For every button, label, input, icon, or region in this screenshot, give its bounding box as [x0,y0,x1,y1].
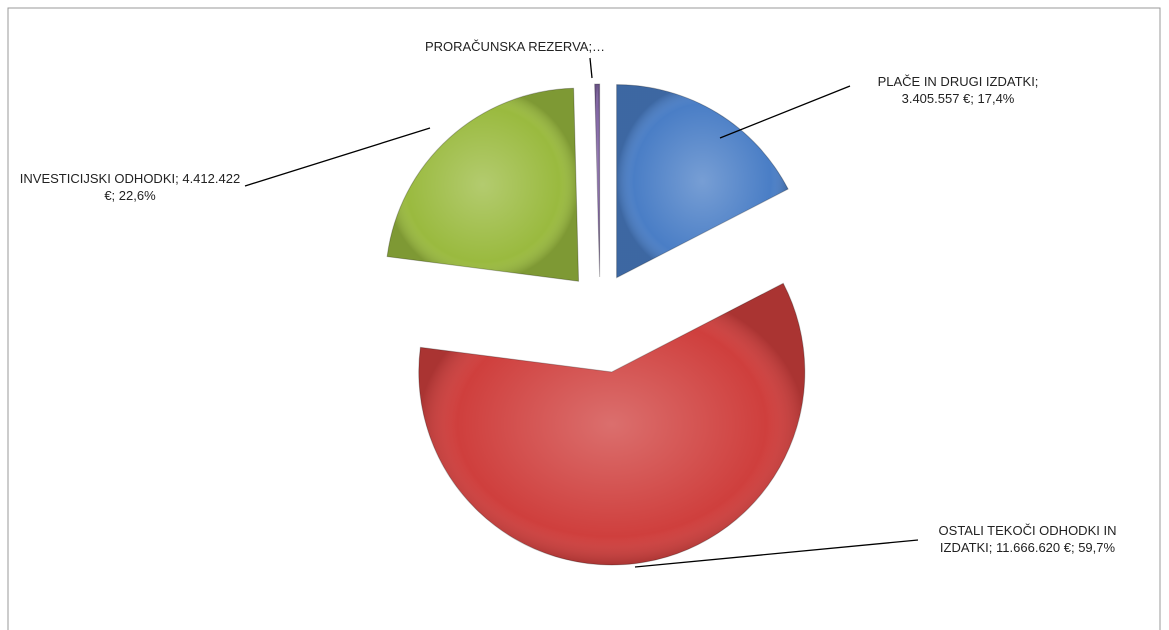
data-label: OSTALI TEKOČI ODHODKI IN IZDATKI; 11.666… [930,522,1125,556]
data-label: PRORAČUNSKA REZERVA;… [395,38,635,55]
value-label: 3.405.557 €; 17,4% [901,91,1015,106]
category-label: OSTALI TEKOČI ODHODKI IN IZDATKI; [938,523,1117,555]
value-label: 11.666.620 €; 59,7% [996,540,1116,555]
category-label: INVESTICIJSKI ODHODKI; [19,171,179,186]
leader-line [719,85,851,139]
leader-line [634,539,919,568]
pie-slice [616,84,789,279]
leader-line [589,57,593,79]
chart-frame [7,7,1161,630]
data-label: PLAČE IN DRUGI IZDATKI; 3.405.557 €; 17,… [848,73,1068,107]
category-label: PRORAČUNSKA REZERVA;… [424,39,606,54]
category-label: PLAČE IN DRUGI IZDATKI; [877,74,1039,89]
pie-slice [418,282,806,566]
pie-slice [386,87,580,282]
value-label: 4.412.422 €; 22,6% [104,171,241,203]
data-label: INVESTICIJSKI ODHODKI; 4.412.422 €; 22,6… [15,170,245,204]
leader-line [244,127,431,187]
pie-slice [594,83,601,278]
